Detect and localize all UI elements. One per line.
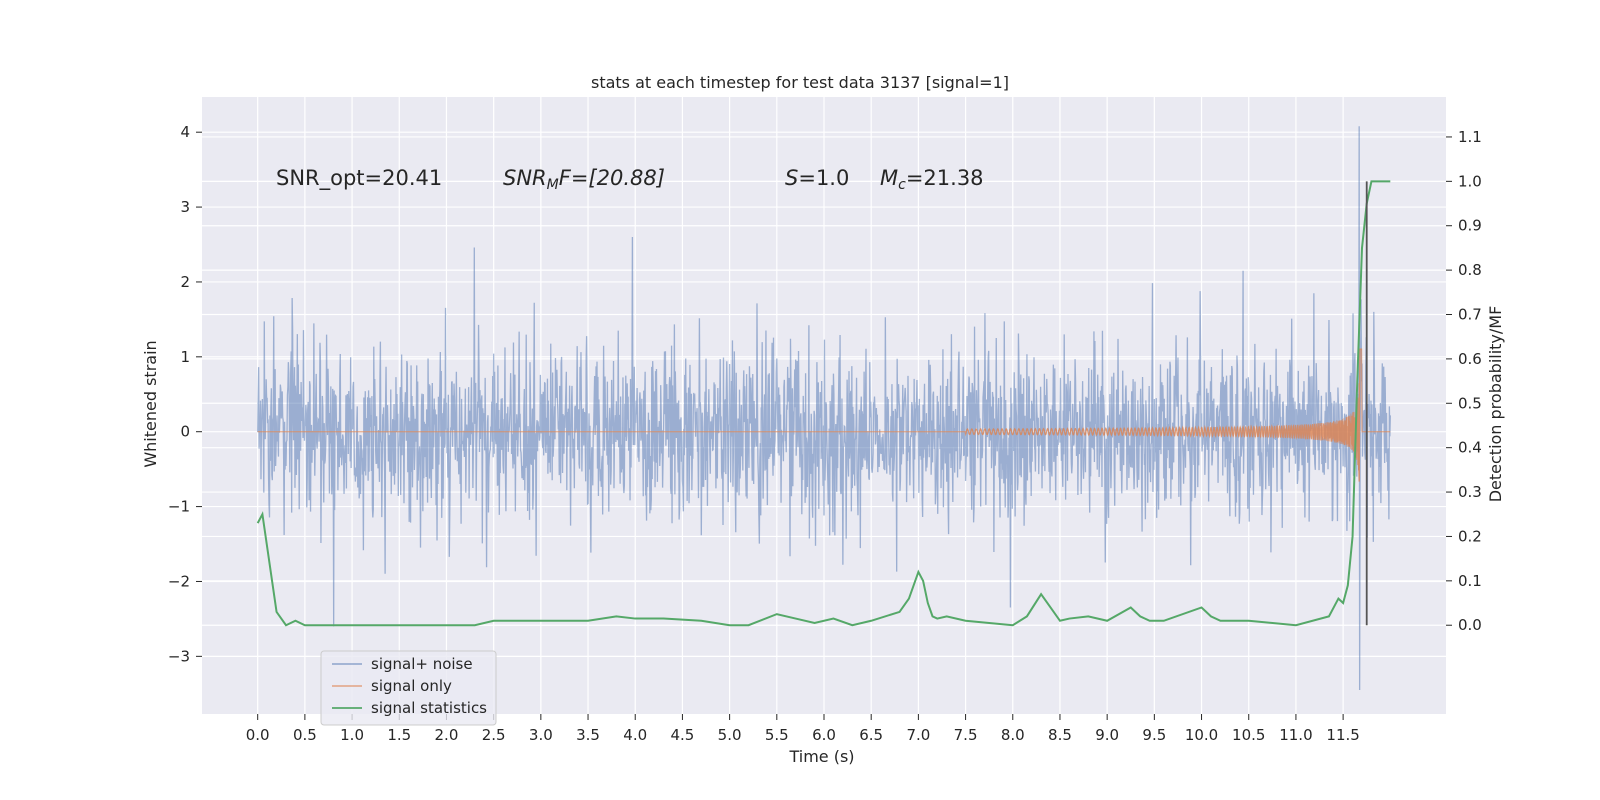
annotation-snr-mf-value: F=[20.88] — [559, 166, 665, 190]
x-tick-label: 7.0 — [906, 726, 930, 744]
y-tick-label: 3 — [180, 198, 190, 216]
annotation-snr-mf-sub: M — [547, 177, 559, 193]
x-tick-label: 4.5 — [670, 726, 694, 744]
x-tick-label: 10.5 — [1232, 726, 1265, 744]
x-tick-label: 3.5 — [576, 726, 600, 744]
y-tick-label: −3 — [168, 647, 190, 665]
legend-label-signal-only: signal only — [371, 677, 452, 695]
y-tick-label: 1 — [180, 348, 190, 366]
x-tick-label: 2.0 — [435, 726, 459, 744]
y2-tick-label: 0.0 — [1458, 616, 1482, 634]
y2-tick-label: 0.9 — [1458, 217, 1482, 235]
annotation-snr-mf-label: SNR — [503, 166, 547, 190]
annotation-s: S=1.0 — [785, 166, 849, 190]
x-tick-label: 7.5 — [954, 726, 978, 744]
x-tick-label: 11.0 — [1279, 726, 1312, 744]
x-tick-label: 0.5 — [293, 726, 317, 744]
y2-tick-label: 0.6 — [1458, 350, 1482, 368]
annotation-snr-opt: SNR_opt=20.41 — [276, 166, 442, 191]
legend-label-signal-statistics: signal statistics — [371, 699, 487, 717]
y-tick-label: 4 — [180, 123, 190, 141]
x-tick-label: 10.0 — [1185, 726, 1218, 744]
series-signal-statistics — [256, 180, 1391, 627]
x-tick-label: 8.5 — [1048, 726, 1072, 744]
annotation-mc: Mc=21.38 — [880, 166, 984, 193]
x-tick-label: 2.5 — [482, 726, 506, 744]
series-signal-noise — [257, 126, 1391, 691]
legend-box — [320, 650, 497, 726]
x-tick-label: 5.0 — [718, 726, 742, 744]
x-tick-label: 1.5 — [387, 726, 411, 744]
y2-tick-label: 0.8 — [1458, 261, 1482, 279]
x-tick-label: 9.5 — [1142, 726, 1166, 744]
y2-axis-label: Detection probability/MF — [1486, 306, 1505, 503]
series-signal-only-chirp — [965, 348, 1362, 482]
y2-tick-label: 0.4 — [1458, 439, 1482, 457]
x-tick-label: 0.0 — [246, 726, 270, 744]
x-tick-label: 4.0 — [623, 726, 647, 744]
annotation-snr-mf: SNRMF=[20.88] — [503, 166, 665, 193]
x-tick-label: 9.0 — [1095, 726, 1119, 744]
annotation-mc-sub: c — [898, 177, 906, 193]
y-tick-label: −2 — [168, 572, 190, 590]
x-tick-label: 8.0 — [1001, 726, 1025, 744]
x-tick-label: 1.0 — [340, 726, 364, 744]
legend-label-signal-noise: signal+ noise — [371, 655, 473, 673]
x-tick-label: 6.0 — [812, 726, 836, 744]
annotation-s-label: S — [785, 166, 798, 190]
annotation-mc-label: M — [880, 166, 898, 190]
y2-tick-label: 0.7 — [1458, 306, 1482, 324]
annotation-mc-value: =21.38 — [906, 166, 984, 190]
x-axis-label: Time (s) — [788, 747, 854, 766]
x-tick-label: 6.5 — [859, 726, 883, 744]
y2-tick-label: 0.5 — [1458, 394, 1482, 412]
y2-tick-label: 0.3 — [1458, 483, 1482, 501]
x-tick-label: 3.0 — [529, 726, 553, 744]
y-axis-label: Whitened strain — [141, 340, 160, 467]
y-tick-label: 2 — [180, 273, 190, 291]
y-tick-label: 0 — [180, 423, 190, 441]
legend: signal+ noise signal only signal statist… — [320, 650, 497, 726]
annotation-s-value: =1.0 — [798, 166, 849, 190]
x-tick-label: 5.5 — [765, 726, 789, 744]
y2-tick-label: 1.1 — [1458, 128, 1482, 146]
chart-title: stats at each timestep for test data 313… — [591, 73, 1009, 92]
x-tick-label: 11.5 — [1326, 726, 1359, 744]
y2-tick-label: 1.0 — [1458, 172, 1482, 190]
y-tick-label: −1 — [168, 498, 190, 516]
y2-tick-label: 0.1 — [1458, 572, 1482, 590]
y2-tick-label: 0.2 — [1458, 527, 1482, 545]
